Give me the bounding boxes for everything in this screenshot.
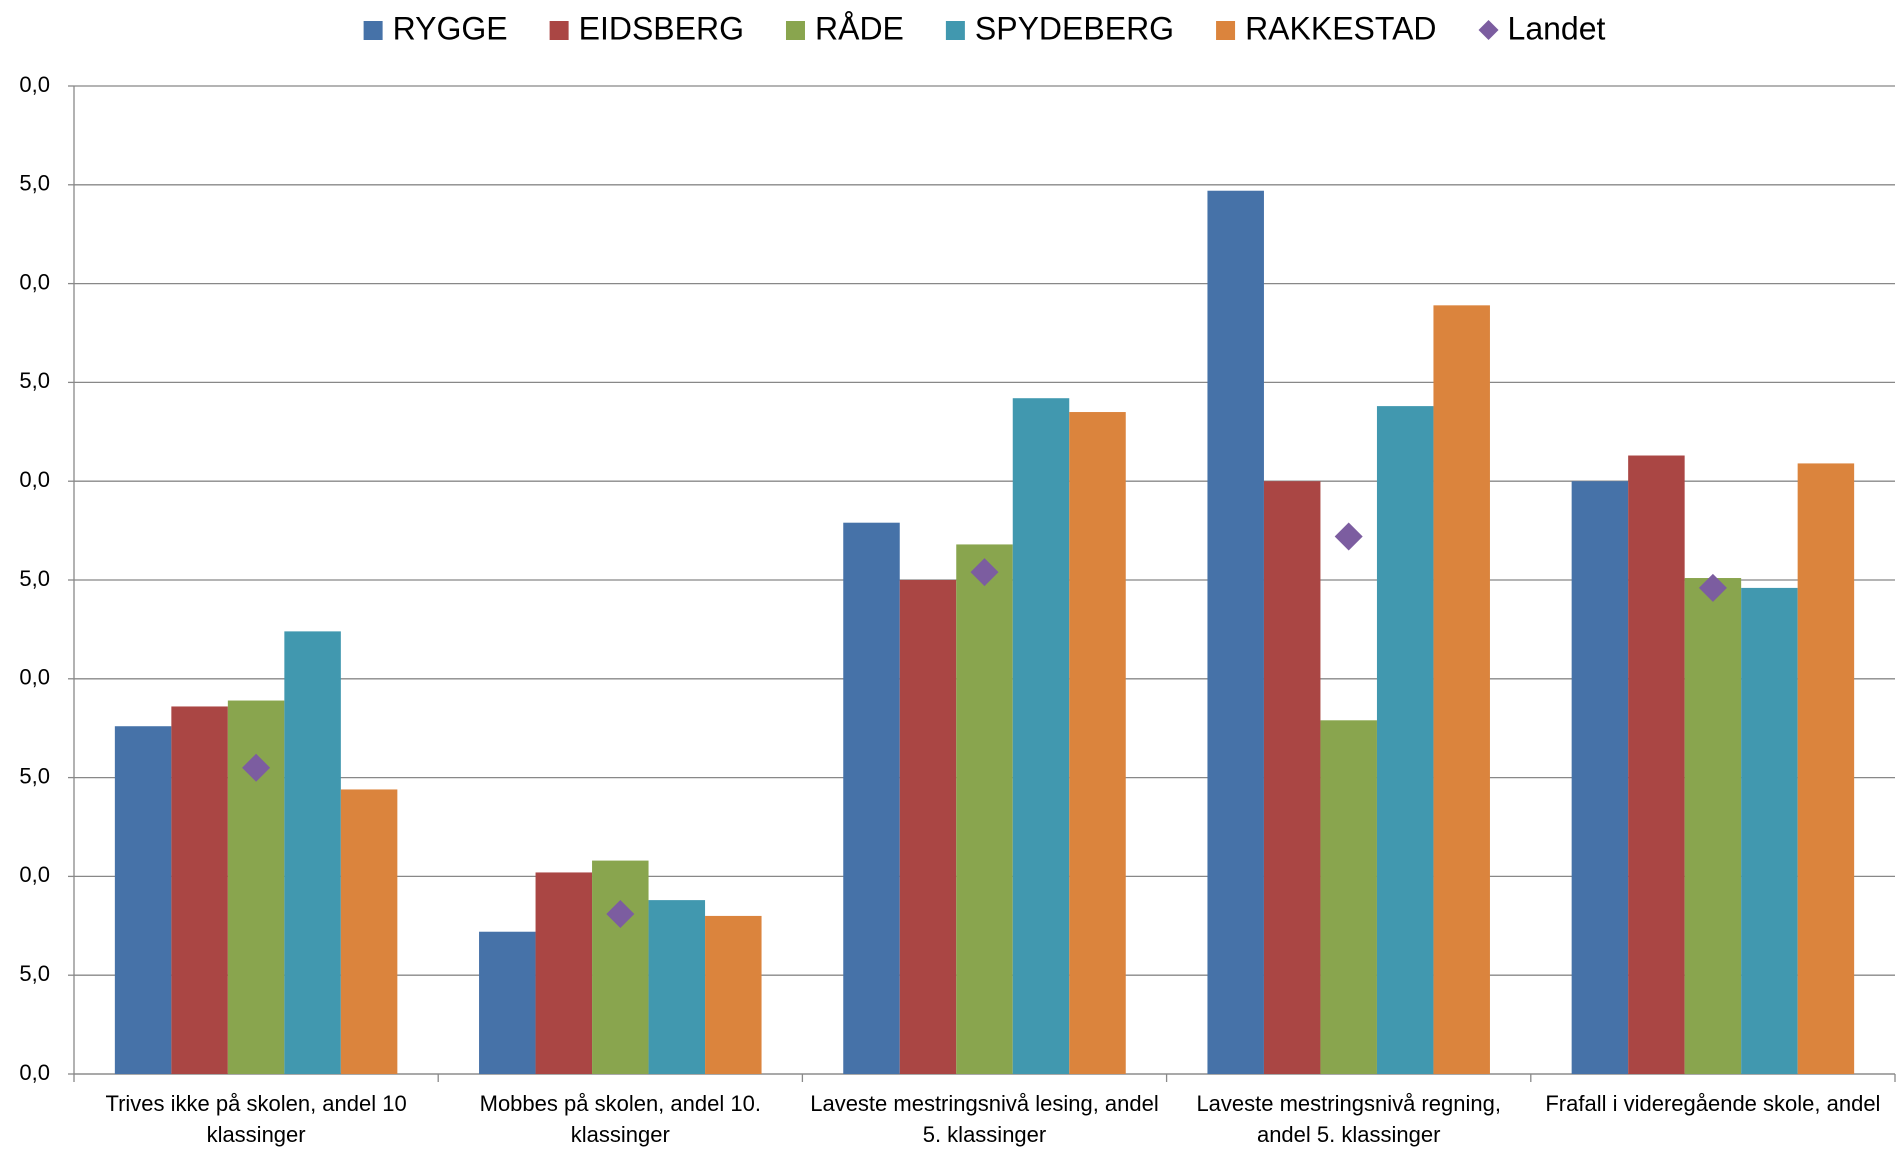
bar xyxy=(535,872,593,1074)
bar xyxy=(1263,481,1321,1074)
legend-swatch xyxy=(785,21,805,40)
y-tick-label: 0,0 xyxy=(19,269,50,294)
bar xyxy=(1376,406,1434,1074)
bar xyxy=(1012,398,1070,1074)
y-tick-label: 5,0 xyxy=(19,171,50,196)
legend-swatch xyxy=(1216,21,1236,40)
bar xyxy=(1069,412,1126,1074)
legend-label: RAKKESTAD xyxy=(1245,10,1436,46)
y-tick-label: 0,0 xyxy=(19,1060,50,1085)
bar xyxy=(705,915,762,1074)
bar xyxy=(956,544,1013,1074)
legend-label: Landet xyxy=(1508,10,1606,46)
marker xyxy=(970,558,999,587)
x-label-box: Trives ikke på skolen, andel 10 klassing… xyxy=(105,1091,407,1147)
bar xyxy=(843,522,900,1074)
bar xyxy=(284,631,341,1074)
x-tick-label: Trives ikke på skolen, andel 10 klassing… xyxy=(105,1091,407,1147)
x-label-box: Mobbes på skolen, andel 10. klassinger xyxy=(479,1091,761,1147)
bar xyxy=(171,706,228,1074)
legend-label: RÅDE xyxy=(815,10,904,46)
x-label-box: Frafall i videregående skole, andel xyxy=(1545,1091,1881,1116)
y-tick-label: 5,0 xyxy=(19,961,50,986)
marker xyxy=(606,899,635,928)
y-tick-label: 5,0 xyxy=(19,368,50,393)
legend-marker xyxy=(1478,20,1499,40)
bar xyxy=(340,789,398,1074)
bar xyxy=(114,726,172,1074)
bar xyxy=(1741,587,1798,1074)
bar xyxy=(1571,481,1629,1074)
y-tick-label: 5,0 xyxy=(19,763,50,788)
x-tick-label: Laveste mestringsnivå lesing, andel 5. k… xyxy=(810,1091,1159,1147)
marker xyxy=(1698,573,1727,602)
y-tick-label: 0,0 xyxy=(19,862,50,887)
bar xyxy=(592,860,649,1074)
legend-label: RYGGE xyxy=(393,10,508,46)
legend: RYGGE EIDSBERG RÅDE SPYDEBERG RAKKESTAD Lande… xyxy=(363,10,1606,46)
y-tick-label: 5,0 xyxy=(19,566,50,591)
legend-swatch xyxy=(945,21,965,40)
legend-swatch xyxy=(363,21,383,40)
bar xyxy=(479,931,536,1074)
bar xyxy=(1320,720,1377,1074)
marker xyxy=(1334,522,1363,551)
y-tick-label: 0,0 xyxy=(19,467,50,492)
y-tick-label: 0,0 xyxy=(19,665,50,690)
bar xyxy=(1433,305,1490,1074)
x-tick-label: Laveste mestringsnivå regning, andel 5. … xyxy=(1196,1091,1501,1147)
x-label-box: Laveste mestringsnivå lesing, andel 5. k… xyxy=(810,1091,1159,1147)
legend-swatch xyxy=(549,21,569,40)
y-tick-label: 0,0 xyxy=(19,72,50,97)
bar xyxy=(1684,578,1742,1074)
legend-label: SPYDEBERG xyxy=(975,10,1174,46)
x-label-box: Laveste mestringsnivå regning, andel 5. … xyxy=(1196,1091,1501,1147)
legend-label: EIDSBERG xyxy=(579,10,744,46)
bar xyxy=(648,900,706,1074)
bar xyxy=(1207,190,1264,1074)
bar xyxy=(899,580,957,1074)
x-tick-label: Mobbes på skolen, andel 10. klassinger xyxy=(479,1091,761,1147)
bar xyxy=(1797,463,1855,1074)
bar xyxy=(1628,455,1685,1075)
x-tick-label: Frafall i videregående skole, andel xyxy=(1545,1091,1881,1116)
marker xyxy=(242,753,271,782)
